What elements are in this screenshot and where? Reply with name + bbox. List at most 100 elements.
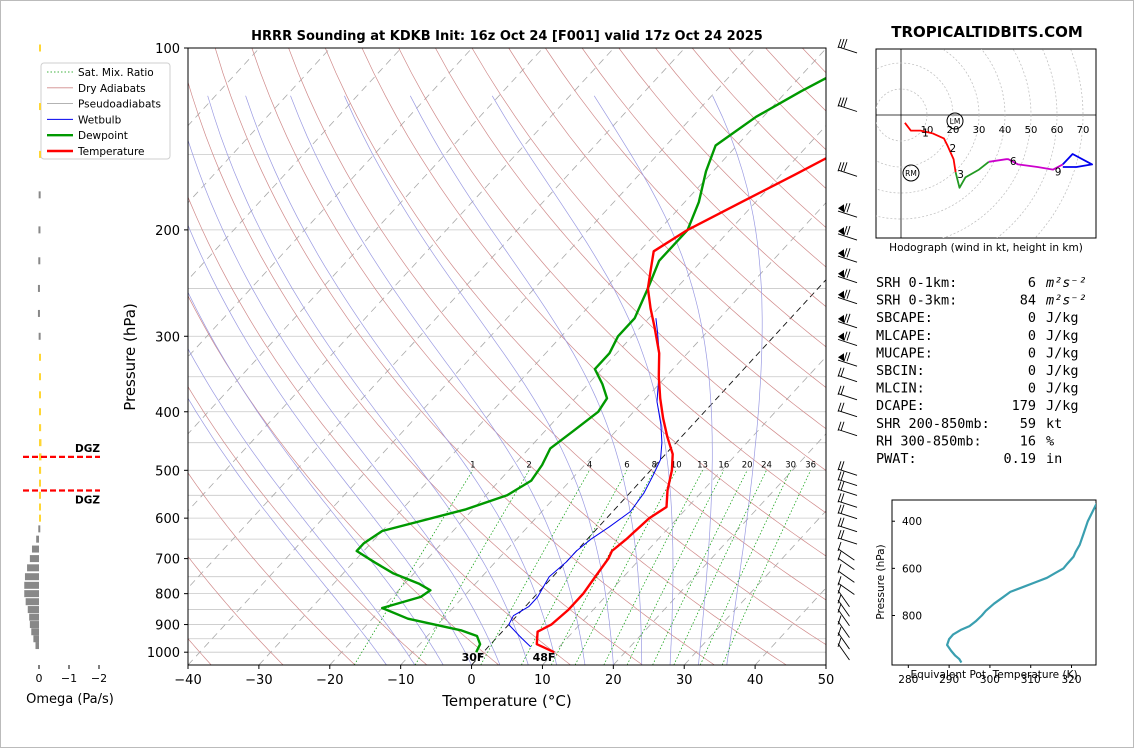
- omega-bar: [39, 491, 41, 499]
- isotherm: [258, 48, 826, 665]
- y-tick-label: 800: [155, 588, 180, 603]
- barb-shaft: [837, 609, 850, 626]
- storm-motion-label: RM: [905, 169, 917, 178]
- index-unit: m²s⁻²: [1045, 293, 1087, 309]
- barb-feather: [840, 481, 845, 491]
- wind-barb: [837, 97, 858, 112]
- index-label: SHR 200-850mb:: [876, 416, 990, 432]
- y-tick-label: 1000: [147, 646, 180, 661]
- dgz-label: DGZ: [75, 443, 100, 455]
- wind-barb: [837, 637, 850, 661]
- pseudoadiabat: [409, 95, 643, 665]
- omega-bar: [24, 590, 39, 598]
- barb-shaft: [837, 338, 858, 346]
- hodo-ring-label: 20: [947, 125, 960, 136]
- barb-feather: [840, 97, 845, 107]
- x-tick-label: −40: [174, 673, 201, 688]
- dry-adiabat: [188, 196, 571, 665]
- mixing-ratio-line: [699, 470, 792, 665]
- barb-feather: [837, 615, 842, 625]
- barb-feather: [843, 352, 848, 362]
- pseudoadiabat: [188, 291, 444, 665]
- legend-label: Temperature: [77, 146, 145, 158]
- barb-flag: [838, 269, 844, 278]
- dry-adiabat: [471, 48, 826, 430]
- mixing-ratio-label: 8: [652, 460, 657, 470]
- omega-bar: [27, 564, 39, 572]
- barb-feather: [843, 225, 848, 236]
- index-label: RH 300-850mb:: [876, 433, 982, 449]
- wind-barb: [837, 603, 850, 626]
- barb-feather: [846, 268, 851, 278]
- hodo-segment: [904, 122, 933, 135]
- chart-title: HRRR Sounding at KDKB Init: 16z Oct 24 […: [251, 29, 763, 44]
- pseudoadiabat: [188, 139, 501, 665]
- omega-bar: [29, 621, 39, 629]
- index-value: 0: [1028, 310, 1036, 326]
- skewt-axes: −40 −30 −20 −10 0 10 20 30 40 50 100 200 300 400 500 60…: [147, 42, 834, 688]
- omega-bar: [38, 257, 41, 265]
- hodo-ring-label: 60: [1051, 125, 1064, 136]
- barb-feather: [837, 493, 842, 503]
- omega-bar: [39, 439, 42, 447]
- dry-adiabat: [188, 81, 643, 665]
- skewt-profile-lines: [355, 76, 826, 654]
- omega-bar: [24, 581, 39, 589]
- theta-e-y-label: Pressure (hPa): [875, 544, 887, 619]
- barb-feather: [840, 493, 845, 503]
- barb-shaft: [837, 210, 858, 218]
- dry-adiabat: [188, 295, 500, 665]
- theta-e-y-tick-label: 600: [902, 563, 922, 575]
- barb-feather: [843, 248, 848, 258]
- wind-barb: [837, 352, 858, 367]
- wind-barbs: [837, 38, 858, 661]
- pseudoadiabat: [245, 95, 557, 665]
- hodo-segment: [988, 158, 1064, 171]
- index-value: 16: [1020, 433, 1036, 449]
- barb-feather: [837, 626, 842, 637]
- hodo-height-label: 6: [1010, 156, 1017, 168]
- wind-barb: [837, 162, 858, 177]
- barb-feather: [840, 38, 845, 49]
- dry-adiabat: [288, 48, 826, 646]
- omega-bar: [36, 535, 39, 543]
- pseudoadiabat: [491, 95, 674, 665]
- skewt-chart: HRRR Sounding at KDKB Init: 16z Oct 24 […: [40, 29, 858, 710]
- dry-adiabat: [581, 48, 826, 308]
- barb-feather: [837, 530, 842, 540]
- mixing-ratio-line: [652, 470, 748, 665]
- barb-shaft: [837, 297, 858, 305]
- mixing-ratio-label: 4: [587, 460, 592, 470]
- omega-tick-label: −1: [61, 672, 77, 685]
- barb-flag: [838, 249, 844, 258]
- barb-feather: [843, 38, 848, 49]
- barb-feather: [837, 481, 842, 491]
- hodo-ring-label: 50: [1025, 125, 1038, 136]
- barb-feather: [837, 504, 842, 514]
- omega-bar: [31, 545, 39, 553]
- y-tick-label: 400: [155, 406, 180, 421]
- hodo-segment: [1062, 153, 1093, 168]
- dewpoint-line: [355, 76, 826, 653]
- index-unit: J/kg: [1046, 398, 1079, 414]
- index-label: MUCAPE:: [876, 345, 933, 361]
- omega-bar: [39, 353, 41, 361]
- barb-feather: [837, 584, 842, 594]
- hodograph-caption: Hodograph (wind in kt, height in km): [889, 242, 1083, 254]
- barb-feather: [837, 97, 842, 107]
- omega-bar: [27, 606, 39, 614]
- omega-bar: [25, 598, 39, 606]
- barb-feather: [840, 461, 845, 471]
- omega-bar: [38, 226, 41, 234]
- hodo-ring-label: 10: [921, 125, 934, 136]
- omega-axis-label: Omega (Pa/s): [26, 692, 114, 707]
- barb-feather: [843, 313, 848, 323]
- index-unit: J/kg: [1046, 328, 1079, 344]
- hodo-ring-label: 40: [999, 125, 1012, 136]
- wind-barb: [837, 331, 858, 346]
- mixing-ratio-line: [673, 470, 767, 665]
- theta-e-x-label: Equivalent Pot. Temperature (K): [910, 669, 1077, 681]
- barb-feather: [840, 530, 845, 540]
- x-tick-label: −10: [387, 673, 414, 688]
- dry-adiabat: [435, 48, 826, 471]
